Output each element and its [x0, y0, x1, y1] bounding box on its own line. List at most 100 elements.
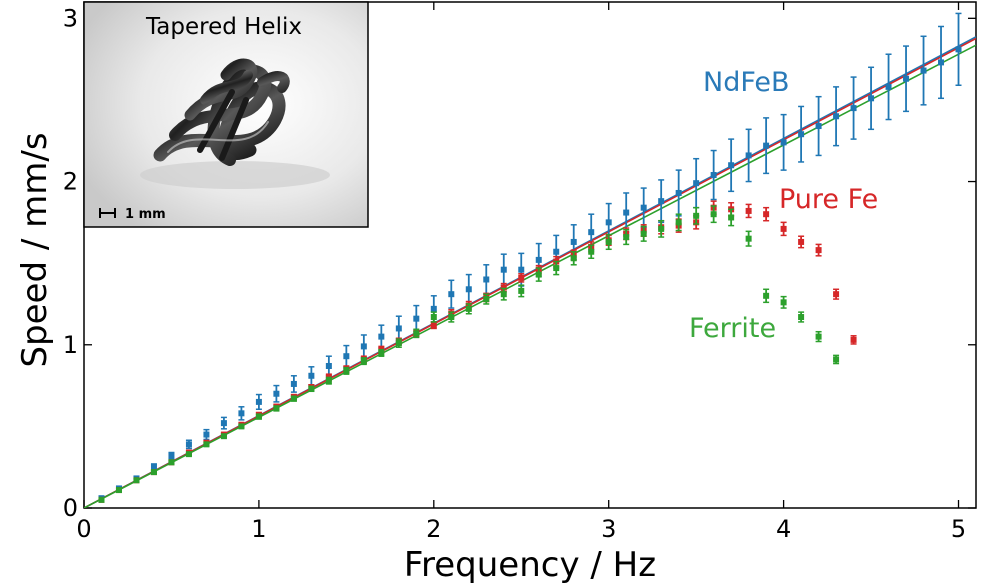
data-point-ndfeb [885, 83, 892, 90]
y-tick-label: 2 [63, 168, 78, 196]
data-point-ferrite [238, 423, 245, 430]
data-point-ferrite [710, 211, 717, 218]
data-point-ndfeb [483, 276, 490, 283]
x-tick-label: 5 [951, 515, 966, 543]
data-point-ferrite [798, 314, 805, 321]
x-tick-label: 3 [601, 515, 616, 543]
data-point-ferrite [535, 271, 542, 278]
data-point-ferrite [833, 356, 840, 363]
data-point-ndfeb [448, 291, 455, 298]
data-point-ndfeb [255, 398, 262, 405]
data-point-ferrite [763, 292, 770, 299]
data-point-ferrite [483, 296, 490, 303]
y-tick-label: 1 [63, 331, 78, 359]
series-label-ferrite: Ferrite [689, 313, 776, 344]
data-point-ndfeb [185, 441, 192, 448]
data-point-ferrite [570, 255, 577, 262]
data-point-ndfeb [833, 113, 840, 120]
inset-panel: Tapered Helix 1 mm [83, 1, 369, 228]
data-point-pure-fe [780, 225, 787, 232]
data-point-ndfeb [658, 198, 665, 205]
series-ferrite [98, 205, 840, 503]
data-point-ndfeb [553, 248, 560, 255]
data-point-ferrite [168, 459, 175, 466]
data-point-ferrite [693, 212, 700, 219]
data-point-ferrite [290, 395, 297, 402]
data-point-ferrite [605, 238, 612, 245]
data-point-ndfeb [308, 372, 315, 379]
data-point-ndfeb [955, 46, 962, 53]
data-point-ndfeb [850, 105, 857, 112]
data-point-ndfeb [815, 123, 822, 130]
data-point-ferrite [378, 349, 385, 356]
data-point-ndfeb [798, 131, 805, 138]
y-axis-title: Speed / mm/s [15, 132, 55, 367]
data-point-ndfeb [500, 266, 507, 273]
data-point-ndfeb [903, 75, 910, 82]
data-point-ferrite [133, 477, 140, 484]
fit-line-ferrite [84, 44, 976, 508]
data-point-ndfeb [605, 219, 612, 226]
data-point-ndfeb [868, 95, 875, 102]
data-point-ndfeb [938, 59, 945, 66]
data-point-ferrite [343, 367, 350, 374]
data-point-ferrite [185, 451, 192, 458]
data-point-ferrite [658, 225, 665, 232]
data-point-ndfeb [238, 410, 245, 417]
data-point-ndfeb [920, 67, 927, 74]
data-point-ferrite [500, 291, 507, 298]
data-point-ndfeb [325, 362, 332, 369]
series-pure-fe [98, 200, 857, 503]
data-point-ferrite [518, 287, 525, 294]
data-point-ferrite [448, 314, 455, 321]
data-point-ferrite [115, 487, 122, 494]
series-label-pure-fe: Pure Fe [779, 184, 878, 215]
data-point-ferrite [413, 330, 420, 337]
data-point-ndfeb [710, 172, 717, 179]
data-point-ferrite [728, 214, 735, 221]
data-point-ndfeb [570, 238, 577, 245]
data-point-ndfeb [728, 162, 735, 169]
data-point-ferrite [360, 358, 367, 365]
tapered-helix-image [153, 58, 290, 166]
data-point-ndfeb [693, 180, 700, 187]
data-point-ferrite [623, 234, 630, 241]
data-point-ferrite [220, 433, 227, 440]
plot-frame [83, 1, 977, 509]
data-point-pure-fe [745, 207, 752, 214]
data-point-ndfeb [430, 305, 437, 312]
data-point-ferrite [325, 377, 332, 384]
data-point-ferrite [273, 405, 280, 412]
helix-shadow [140, 161, 330, 189]
data-point-pure-fe [500, 284, 507, 291]
data-point-ndfeb [203, 431, 210, 438]
data-point-ndfeb [675, 189, 682, 196]
data-point-ndfeb [273, 390, 280, 397]
data-point-pure-fe [798, 238, 805, 245]
data-point-ndfeb [780, 139, 787, 146]
data-point-ferrite [203, 441, 210, 448]
data-point-ferrite [780, 299, 787, 306]
data-point-ferrite [255, 413, 262, 420]
data-point-ndfeb [640, 204, 647, 211]
x-tick-label: 2 [426, 515, 441, 543]
x-axis-title: Frequency / Hz [404, 545, 656, 585]
series-ndfeb [98, 12, 962, 502]
series-label-ndfeb: NdFeB [703, 67, 790, 98]
data-point-ferrite [675, 219, 682, 226]
data-points [98, 12, 962, 503]
data-point-ndfeb [465, 286, 472, 293]
data-point-pure-fe [763, 211, 770, 218]
data-point-ferrite [308, 385, 315, 392]
data-point-ferrite [553, 265, 560, 272]
data-point-ferrite [430, 314, 437, 321]
data-point-ndfeb [360, 343, 367, 350]
data-point-ferrite [640, 230, 647, 237]
data-point-ndfeb [623, 209, 630, 216]
data-point-ferrite [98, 496, 105, 503]
data-point-ndfeb [290, 380, 297, 387]
data-point-pure-fe [815, 247, 822, 254]
data-point-pure-fe [430, 322, 437, 329]
fit-lines [84, 36, 976, 508]
scale-bar [99, 208, 116, 218]
